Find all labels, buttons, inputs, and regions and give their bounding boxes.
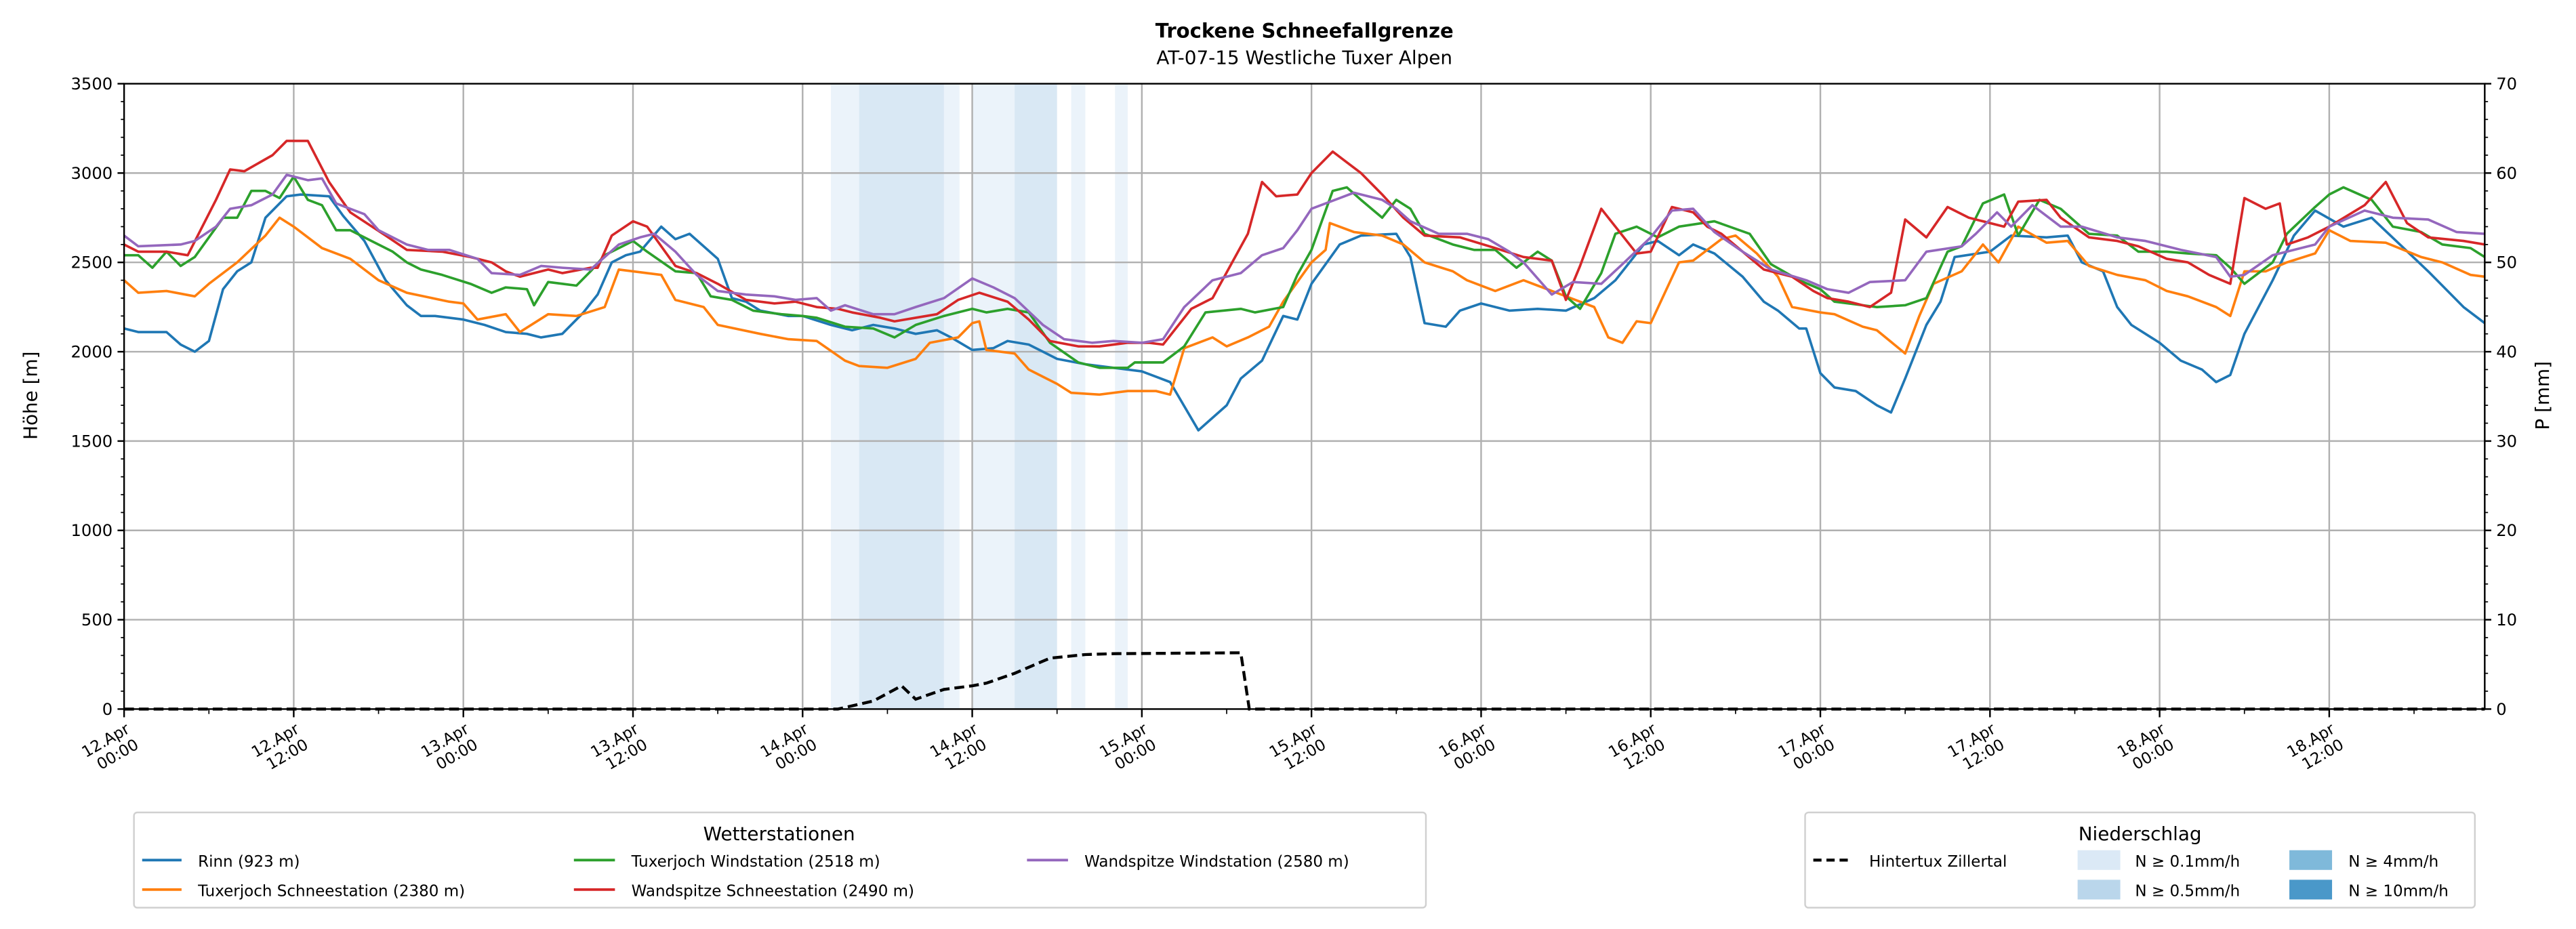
x-tick-label: 16.Apr12:00 xyxy=(1606,720,1669,777)
x-tick-label: 15.Apr00:00 xyxy=(1097,720,1160,777)
precip-band xyxy=(859,83,944,709)
legend-label: Tuxerjoch Windstation (2518 m) xyxy=(631,853,880,871)
y-right-tick-label: 40 xyxy=(2496,343,2517,362)
legend-entry-tuxerjoch-schnee: Tuxerjoch Schneestation (2380 m) xyxy=(142,883,465,901)
x-tick-label: 16.Apr00:00 xyxy=(1436,720,1499,777)
x-tick-label: 12.Apr00:00 xyxy=(79,720,142,777)
precip-bands xyxy=(830,83,1128,709)
y-right-tick-label: 10 xyxy=(2496,611,2517,629)
legend-entry-wandspitze-schnee: Wandspitze Schneestation (2490 m) xyxy=(573,883,914,901)
legend-entry-tuxerjoch-wind: Tuxerjoch Windstation (2518 m) xyxy=(573,853,880,871)
grid xyxy=(124,83,2485,709)
y-right-tick-label: 20 xyxy=(2496,521,2517,540)
x-tick-label: 17.Apr12:00 xyxy=(1945,720,2008,777)
legend-label: Tuxerjoch Schneestation (2380 m) xyxy=(197,883,465,901)
y-tick-label: 500 xyxy=(81,611,113,629)
y-right-tick-label: 70 xyxy=(2496,75,2517,94)
legend-entry-n01: N ≥ 0.1mm/h xyxy=(2077,850,2240,871)
legend-entry-rinn: Rinn (923 m) xyxy=(142,853,300,871)
series-line-tuxerjoch-schneestation-2380-m- xyxy=(123,216,2485,396)
legend-entry-n4: N ≥ 4mm/h xyxy=(2289,850,2438,871)
legend-label: Wandspitze Schneestation (2490 m) xyxy=(632,883,914,901)
legend-stations-title: Wetterstationen xyxy=(703,823,855,845)
x-tick-label: 17.Apr00:00 xyxy=(1776,720,1839,777)
legend-label: N ≥ 0.5mm/h xyxy=(2135,883,2240,901)
series-line-tuxerjoch-windstation-2518-m- xyxy=(124,175,2486,369)
y-tick-label: 3000 xyxy=(71,164,113,183)
x-tick-label: 18.Apr00:00 xyxy=(2114,720,2178,777)
x-tick-label: 14.Apr00:00 xyxy=(758,720,821,777)
legend-stations: Wetterstationen Rinn (923 m) Tuxerjoch S… xyxy=(133,811,1427,909)
x-tick-label: 13.Apr12:00 xyxy=(588,720,651,777)
series-line-rinn-923-m- xyxy=(123,193,2486,432)
x-tick-label: 14.Apr12:00 xyxy=(927,720,990,777)
y-axis-label: Höhe [m] xyxy=(20,352,42,440)
series-line-wandspitze-windstation-2580-m- xyxy=(123,173,2485,344)
y-tick-label: 1000 xyxy=(71,521,113,540)
chart-title: Trockene Schneefallgrenze xyxy=(1156,20,1454,43)
precip-band xyxy=(1115,83,1128,709)
axes: 0 500 1000 1500 2000 2500 3000 3500 0 10 20 30 40 50 6… xyxy=(71,75,2518,777)
legend-precip: Niederschlag Hintertux Zillertal N ≥ 0.1… xyxy=(1804,811,2476,909)
y-axis-right-label: P [mm] xyxy=(2531,361,2554,430)
legend-entry-hintertux: Hintertux Zillertal xyxy=(1813,853,2007,871)
legend-entry-n10: N ≥ 10mm/h xyxy=(2289,880,2449,901)
legend-entry-wandspitze-wind: Wandspitze Windstation (2580 m) xyxy=(1027,853,1349,871)
chart-subtitle: AT-07-15 Westliche Tuxer Alpen xyxy=(1156,46,1452,68)
y-right-tick-label: 0 xyxy=(2496,700,2506,719)
y-right-tick-label: 30 xyxy=(2496,432,2517,451)
series-lines xyxy=(123,140,2486,711)
legend-precip-title: Niederschlag xyxy=(2079,823,2202,845)
precip-band xyxy=(1071,83,1086,709)
y-tick-label: 3500 xyxy=(71,75,113,94)
x-tick-label: 12.Apr12:00 xyxy=(249,720,312,777)
legend-label: Rinn (923 m) xyxy=(198,853,300,871)
precip-band xyxy=(972,83,1015,709)
y-right-tick-label: 50 xyxy=(2496,253,2517,272)
y-tick-label: 2000 xyxy=(71,343,113,362)
legend-label: Wandspitze Windstation (2580 m) xyxy=(1084,853,1349,871)
plot-frame xyxy=(123,83,2486,710)
y-right-tick-label: 60 xyxy=(2496,164,2517,183)
x-tick-label: 15.Apr12:00 xyxy=(1267,720,1330,777)
legend-label: N ≥ 0.1mm/h xyxy=(2135,853,2240,871)
series-line-wandspitze-schneestation-2490-m- xyxy=(123,140,2485,348)
legend-label: N ≥ 4mm/h xyxy=(2348,853,2438,871)
y-tick-label: 1500 xyxy=(71,432,113,451)
legend-entry-n05: N ≥ 0.5mm/h xyxy=(2077,880,2240,901)
y-tick-label: 2500 xyxy=(71,253,113,272)
x-tick-label: 13.Apr00:00 xyxy=(418,720,481,777)
legend-label: Hintertux Zillertal xyxy=(1869,853,2007,871)
precip-line-hintertux xyxy=(124,651,2485,711)
precip-band xyxy=(1015,83,1057,709)
legend-label: N ≥ 10mm/h xyxy=(2348,883,2449,901)
precip-band xyxy=(943,83,960,709)
y-tick-label: 0 xyxy=(102,700,113,719)
x-tick-label: 18.Apr12:00 xyxy=(2284,720,2347,777)
precip-band xyxy=(830,83,859,709)
